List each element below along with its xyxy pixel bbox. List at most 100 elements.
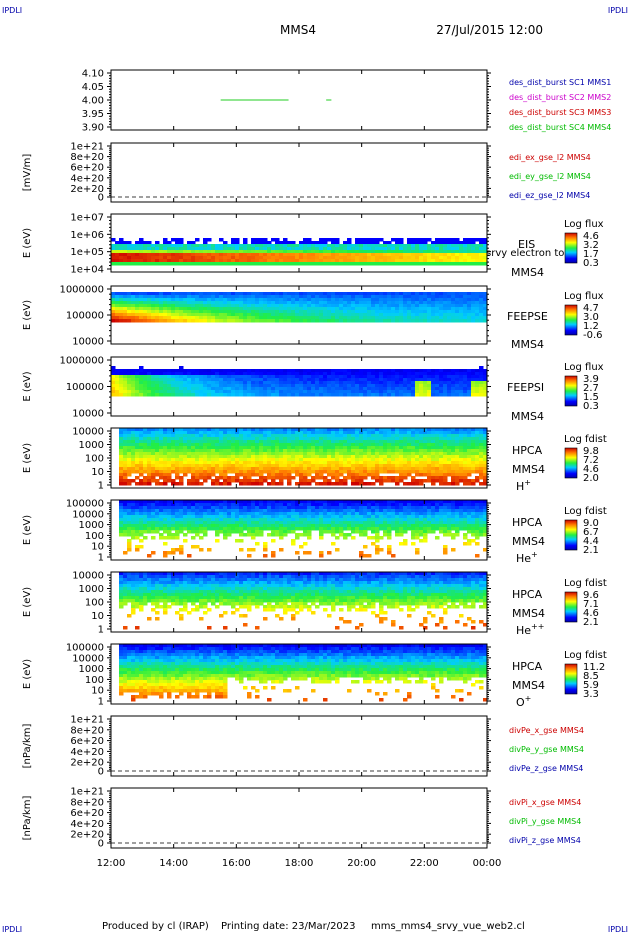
heatmap-cell	[259, 393, 264, 397]
heatmap-cell	[143, 479, 148, 483]
heatmap-cell	[299, 476, 304, 480]
heatmap-cell	[231, 452, 236, 456]
heatmap-cell	[215, 319, 220, 323]
y-tick-label: 10000	[72, 337, 104, 348]
heatmap-cell	[367, 431, 372, 435]
heatmap-cell	[383, 250, 388, 254]
instrument-label: FEEPSI	[507, 381, 544, 394]
heatmap-cell	[187, 262, 192, 266]
heatmap-cell	[387, 452, 392, 456]
heatmap-cell	[151, 536, 156, 540]
heatmap-cell	[207, 548, 212, 552]
heatmap-cell	[407, 434, 412, 438]
heatmap-cell	[159, 464, 164, 468]
heatmap-cell	[267, 443, 272, 447]
heatmap-cell	[431, 384, 436, 388]
heatmap-cell	[211, 482, 216, 486]
heatmap-cell	[355, 301, 360, 305]
heatmap-cell	[191, 467, 196, 471]
heatmap-cell	[155, 393, 160, 397]
heatmap-cell	[167, 250, 172, 254]
heatmap-cell	[247, 476, 252, 480]
heatmap-cell	[123, 298, 128, 302]
heatmap-cell	[407, 378, 412, 382]
heatmap-cell	[427, 390, 432, 394]
heatmap-cell	[435, 461, 440, 465]
heatmap-cell	[291, 307, 296, 311]
y-tick-label: 4.05	[82, 82, 104, 93]
heatmap-cell	[215, 384, 220, 388]
heatmap-cell	[243, 446, 248, 450]
heatmap-cell	[443, 449, 448, 453]
heatmap-cell	[463, 440, 468, 444]
heatmap-cell	[131, 449, 136, 453]
heatmap-cell	[403, 378, 408, 382]
heatmap-cell	[423, 440, 428, 444]
heatmap-cell	[403, 301, 408, 305]
heatmap-cell	[203, 387, 208, 391]
heatmap-cell	[223, 244, 228, 248]
heatmap-cell	[387, 455, 392, 459]
heatmap-cell	[319, 437, 324, 441]
heatmap-cell	[371, 262, 376, 266]
heatmap-cell	[271, 482, 276, 486]
heatmap-cell	[327, 467, 332, 471]
heatmap-cell	[475, 449, 480, 453]
heatmap-cell	[431, 250, 436, 254]
heatmap-cell	[423, 434, 428, 438]
heatmap-cell	[335, 253, 340, 257]
heatmap-cell	[339, 449, 344, 453]
heatmap-cell	[151, 473, 156, 477]
heatmap-cell	[435, 458, 440, 462]
heatmap-cell	[463, 378, 468, 382]
heatmap-cell	[267, 295, 272, 299]
heatmap-cell	[227, 292, 232, 296]
heatmap-cell	[447, 307, 452, 311]
heatmap-cell	[475, 479, 480, 483]
heatmap-cell	[155, 467, 160, 471]
heatmap-cell	[235, 455, 240, 459]
heatmap-cell	[251, 449, 256, 453]
heatmap-cell	[119, 527, 124, 531]
heatmap-cell	[403, 461, 408, 465]
heatmap-cell	[475, 431, 480, 435]
heatmap-cell	[243, 259, 248, 263]
heatmap-cell	[427, 295, 432, 299]
heatmap-cell	[239, 378, 244, 382]
heatmap-cell	[455, 253, 460, 257]
heatmap-cell	[371, 238, 376, 242]
heatmap-cell	[119, 434, 124, 438]
heatmap-cell	[223, 506, 228, 510]
heatmap-cell	[379, 295, 384, 299]
heatmap-cell	[215, 262, 220, 266]
heatmap-cell	[191, 515, 196, 519]
heatmap-cell	[255, 256, 260, 260]
heatmap-cell	[255, 446, 260, 450]
heatmap-cell	[431, 295, 436, 299]
heatmap-cell	[435, 452, 440, 456]
heatmap-cell	[175, 381, 180, 385]
heatmap-cell	[351, 304, 356, 308]
heatmap-cell	[259, 431, 264, 435]
heatmap-cell	[195, 530, 200, 534]
heatmap-cell	[151, 434, 156, 438]
heatmap-cell	[315, 256, 320, 260]
heatmap-cell	[355, 428, 360, 432]
heatmap-cell	[119, 476, 124, 480]
heatmap-cell	[151, 470, 156, 474]
heatmap-cell	[247, 253, 252, 257]
heatmap-cell	[227, 455, 232, 459]
heatmap-cell	[195, 521, 200, 525]
heatmap-cell	[231, 387, 236, 391]
heatmap-cell	[347, 452, 352, 456]
heatmap-cell	[135, 390, 140, 394]
heatmap-cell	[159, 536, 164, 540]
heatmap-cell	[143, 455, 148, 459]
heatmap-cell	[211, 521, 216, 525]
heatmap-cell	[383, 319, 388, 323]
heatmap-cell	[475, 313, 480, 317]
heatmap-cell	[119, 533, 124, 537]
heatmap-cell	[355, 316, 360, 320]
heatmap-cell	[403, 443, 408, 447]
heatmap-cell	[311, 452, 316, 456]
